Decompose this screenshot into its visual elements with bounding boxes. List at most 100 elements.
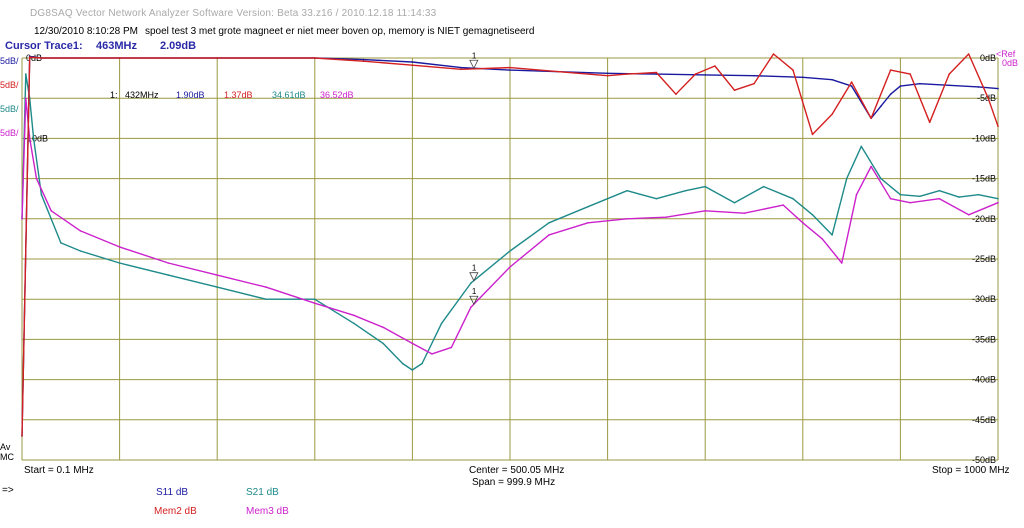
trace-point-s21 [265,298,267,300]
legend-s21[interactable]: S21 dB [246,487,279,498]
trace-point-mem2 [411,64,414,66]
trace-point-mem2 [362,60,365,62]
trace-point-s21 [845,177,848,180]
trace-point-mem2 [606,74,609,77]
trace-point-s21 [40,193,43,196]
marker-triangle [469,59,479,70]
y-tick-label: -10dB [972,133,996,143]
y-tick-label: -5dB [977,93,996,103]
trace-point-mem2 [733,89,736,91]
trace-point-mem2 [948,73,950,75]
trace-point-mem2 [987,97,989,99]
trace-s21 [21,73,999,371]
traces [21,53,999,437]
trace-point-mem2 [928,121,931,124]
trace-point-mem3 [411,342,414,345]
marker-triangle [469,295,479,306]
readout-index: 1: [110,90,118,100]
trace-point-mem3 [79,230,82,232]
trace-point-mem3 [118,246,121,248]
legend-mem3[interactable]: Mem3 dB [246,506,289,517]
trace-point-mem2 [997,125,999,128]
trace-point-s21 [353,322,355,325]
trace-point-s11 [460,66,462,69]
trace-point-mem3 [743,212,745,214]
trace-point-mem2 [558,70,560,73]
trace-point-mem2 [694,73,697,75]
trace-point-s11 [362,58,365,61]
trace-point-s11 [850,85,853,87]
trace-point-s21 [626,189,628,192]
left-scale-labels: 5dB/5dB/5dB/5dB/ [0,56,19,138]
trace-point-mem3 [909,201,911,204]
trace-point-mem2 [870,117,872,120]
vna-plot[interactable]: 0dB -5dB -10dB -15dB -20dB -25dB -30dB -35dB -40… [0,48,1024,468]
readout-s11: 1.90dB [176,90,205,100]
trace-point-mem3 [782,204,785,206]
trace-point-s21 [548,222,550,224]
marker-label: 1 [472,287,477,296]
legend-mem2[interactable]: Mem2 dB [154,506,197,517]
status-indicators: Av MC [0,442,14,462]
trace-point-s11 [753,74,755,77]
trace-point-s21 [216,286,218,288]
trace-point-s21 [382,342,384,345]
status-mc: MC [0,452,14,462]
trace-point-s21 [958,196,960,198]
trace-point-s21 [899,193,902,196]
trace-point-s21 [32,137,35,140]
legend-s11[interactable]: S11 dB [156,487,189,498]
y-tick-label: -20dB [972,214,996,224]
ref-label: <Ref [996,49,1016,59]
trace-point-s11 [606,72,609,75]
trace-point-mem2 [626,73,628,75]
readout-mem2: 1.37dB [224,90,253,100]
trace-point-mem3 [35,177,38,180]
trace-point-s11 [889,93,892,95]
trace-point-mem3 [28,137,31,140]
trace-point-mem3 [967,214,970,216]
trace-point-s21 [587,205,589,208]
trace-point-mem3 [265,286,267,288]
y-tick-label: 0dB [980,53,996,63]
y-tick-label: -30dB [972,294,996,304]
trace-point-s21 [421,362,423,365]
arrow-icon[interactable]: => [2,485,14,496]
trace-point-mem2 [831,113,833,116]
trace-point-mem3 [938,197,941,200]
trace-point-mem2 [772,53,775,55]
trace-point-s21 [997,197,999,200]
trace-point-mem2 [216,57,218,59]
trace-point-s21 [167,274,170,276]
trace-point-s11 [880,105,882,107]
measurement-note: spoel test 3 met grote magneet er niet m… [145,26,535,37]
trace-point-mem2 [753,82,755,85]
trace-point-s21 [733,201,736,204]
readout-mem3: 36.52dB [320,90,354,100]
trace-point-mem3 [855,193,858,196]
left-scale-label: 5dB/ [0,104,19,114]
timestamp: 12/30/2010 8:10:28 PM [34,26,138,37]
trace-point-s11 [509,69,511,71]
trace-point-mem2 [850,81,853,83]
window-title: DG8SAQ Vector Network Analyzer Software … [30,8,437,19]
trace-point-s21 [60,242,62,244]
left-scale-label: 5dB/ [0,80,19,90]
trace-point-mem2 [714,65,716,67]
trace-point-s21 [118,262,121,264]
y-tick-label: -25dB [972,254,996,264]
trace-point-mem3 [802,222,804,224]
trace-point-mem3 [665,216,667,218]
trace-point-mem3 [704,210,706,212]
trace-point-s21 [704,185,706,188]
status-av: Av [0,442,11,452]
trace-point-mem2 [509,66,511,69]
trace-point-mem2 [655,71,658,74]
plot-grid [21,57,999,461]
trace-point-s11 [948,84,950,87]
trace-point-mem3 [509,266,511,268]
trace-point-mem2 [28,56,31,58]
start-frequency: Start = 0.1 MHz [24,465,94,476]
trace-point-s21 [880,177,882,180]
cursor-trace-label: Cursor Trace1: [5,40,83,52]
